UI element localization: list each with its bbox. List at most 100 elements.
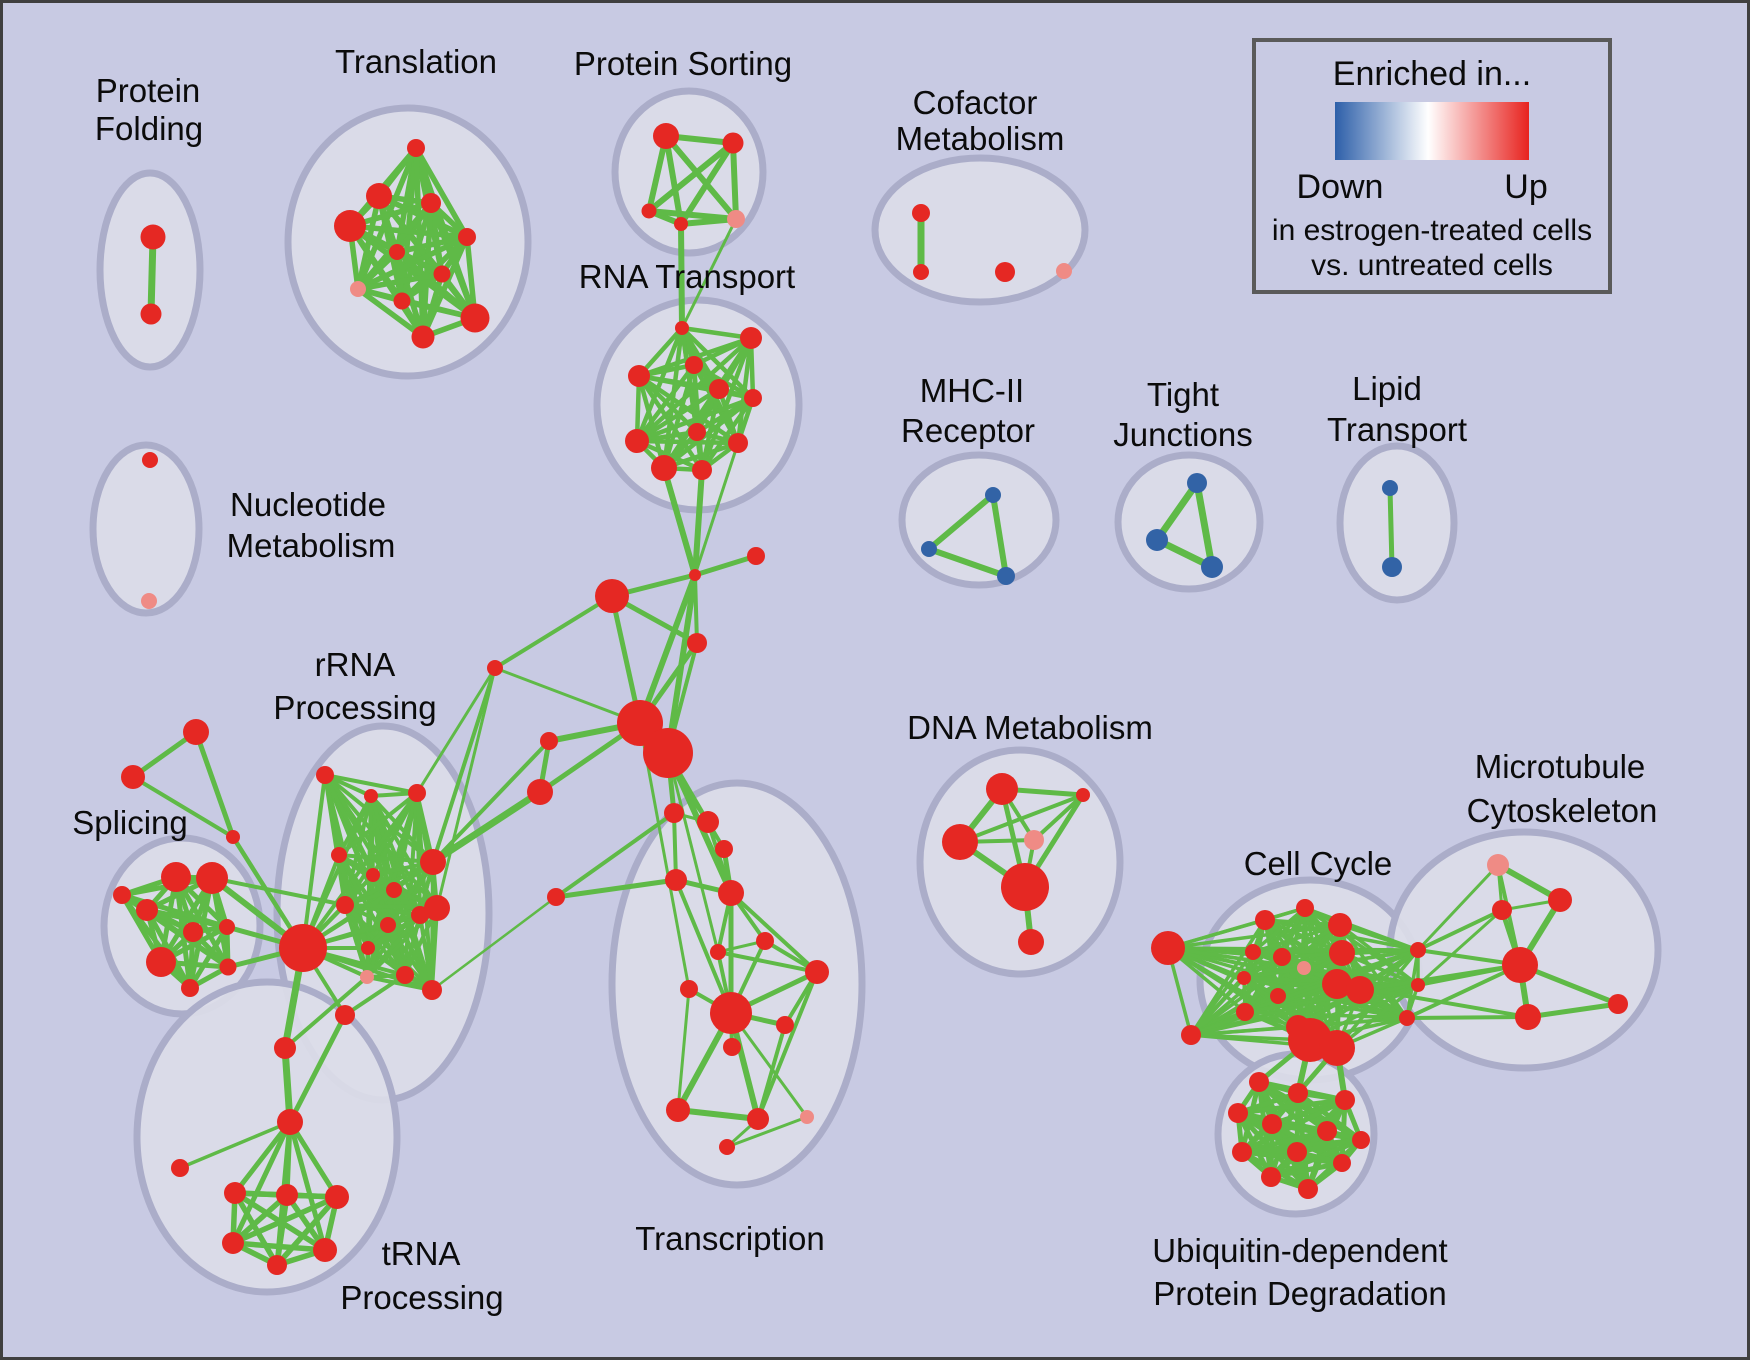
node-rr5 [366, 868, 380, 882]
node-h5 [313, 1238, 337, 1262]
node-x2 [689, 569, 701, 581]
node-cf3 [995, 262, 1015, 282]
node-tmid [274, 1037, 296, 1059]
edge-c20-m4 [1405, 963, 1522, 1020]
node-rr3 [408, 784, 426, 802]
node-rr8 [336, 896, 354, 914]
node-t15 [719, 1139, 735, 1155]
edge-t12-t13 [675, 1107, 761, 1122]
label-tight-junctions-0: Tight [1147, 376, 1219, 413]
node-x1 [487, 660, 503, 676]
edge-rna-transport [634, 438, 741, 446]
node-tl7 [433, 265, 451, 283]
node-x3 [747, 547, 765, 565]
node-c4 [1296, 899, 1314, 917]
node-c11 [1270, 988, 1286, 1004]
node-cf4 [1056, 263, 1072, 279]
cluster-ellipse-nucleotide-metabolism [89, 441, 203, 617]
edge-rrna-processing [337, 853, 435, 864]
edge-protein-sorting [678, 140, 736, 227]
edge-t6-t7 [716, 950, 819, 974]
edge-x2-x3 [692, 553, 759, 578]
edge-c18-m1 [1416, 863, 1500, 952]
edge-protein-sorting [730, 140, 739, 222]
node-t2 [715, 840, 733, 858]
node-d2 [1076, 788, 1090, 802]
edge-protein-sorting [663, 133, 739, 222]
node-u7 [1352, 1131, 1370, 1149]
node-c12 [1322, 969, 1352, 999]
node-m2 [1548, 888, 1572, 912]
node-n11 [651, 455, 677, 481]
layer-nodes [113, 123, 1628, 1275]
label-protein-sorting-0: Protein Sorting [574, 45, 792, 82]
edge-cell-cycle [1243, 983, 1420, 1014]
node-m4 [1502, 947, 1538, 983]
edge-c13-m4 [1358, 963, 1522, 992]
edge-x1-rr6 [431, 666, 497, 864]
label-protein-folding-0: Protein [96, 72, 201, 109]
node-ps1 [653, 123, 679, 149]
node-d4 [1024, 830, 1044, 850]
label-tight-junctions-1: Junctions [1113, 416, 1252, 453]
label-protein-folding-1: Folding [95, 110, 203, 147]
node-t3 [665, 869, 687, 891]
edge-x8-x9 [554, 811, 676, 899]
edge-splicing [119, 892, 230, 930]
edge-cell-cycle [1243, 951, 1344, 1014]
edge-cell-cycle [1338, 923, 1420, 952]
label-cell-cycle-0: Cell Cycle [1244, 845, 1393, 882]
node-c19 [1411, 978, 1425, 992]
edge-h2-h4 [230, 1192, 290, 1246]
edge-h3-h6 [274, 1194, 340, 1268]
node-t14 [800, 1110, 814, 1124]
node-pf1 [140, 224, 166, 250]
edge-t3-t9 [674, 878, 733, 1015]
cluster-ellipse-cofactor-metabolism [871, 154, 1089, 306]
node-tl11 [411, 325, 435, 349]
node-c18 [1410, 942, 1426, 958]
edge-ps5-n1 [680, 217, 738, 330]
edge-th-h1 [232, 1119, 293, 1196]
edge-translation [420, 200, 434, 340]
edge-protein-sorting [646, 140, 736, 214]
edge-translation [355, 249, 400, 292]
node-pf2 [140, 303, 162, 325]
node-tl1 [407, 139, 425, 157]
node-n6 [709, 379, 729, 399]
edge-tr2-tr3 [131, 775, 235, 839]
node-sp5 [219, 919, 235, 935]
edge-cell-cycle [1335, 948, 1420, 1050]
node-t4 [718, 880, 744, 906]
node-nm1 [142, 452, 158, 468]
node-ttop [335, 1005, 355, 1025]
label-microtubule-cytoskeleton-1: Cytoskeleton [1467, 792, 1658, 829]
edge-cell-cycle [1243, 1010, 1409, 1020]
node-rr6 [420, 849, 446, 875]
node-x9 [664, 803, 684, 823]
node-m3 [1492, 900, 1512, 920]
node-u6 [1317, 1121, 1337, 1141]
edge-rna-transport [679, 325, 754, 341]
node-tj1 [1187, 473, 1207, 493]
node-x8 [547, 888, 565, 906]
edge-d2-d3 [958, 793, 1085, 844]
edge-t8-t12 [676, 987, 691, 1112]
node-u10 [1333, 1154, 1351, 1172]
edge-pf1-pf2 [147, 233, 157, 318]
node-d6 [1018, 929, 1044, 955]
edge-d2-d4 [1032, 793, 1085, 842]
edge-t14-t15 [725, 1115, 809, 1149]
node-x4 [595, 579, 629, 613]
edge-ubiquitin-degradation [1339, 1097, 1348, 1166]
node-n3 [685, 356, 703, 374]
node-sp3 [136, 899, 158, 921]
node-x5 [687, 633, 707, 653]
edge-x1-tw1 [493, 666, 642, 725]
node-sp8 [219, 958, 237, 976]
edge-translation [347, 223, 470, 240]
node-n9 [625, 429, 649, 453]
node-ps4 [674, 217, 688, 231]
